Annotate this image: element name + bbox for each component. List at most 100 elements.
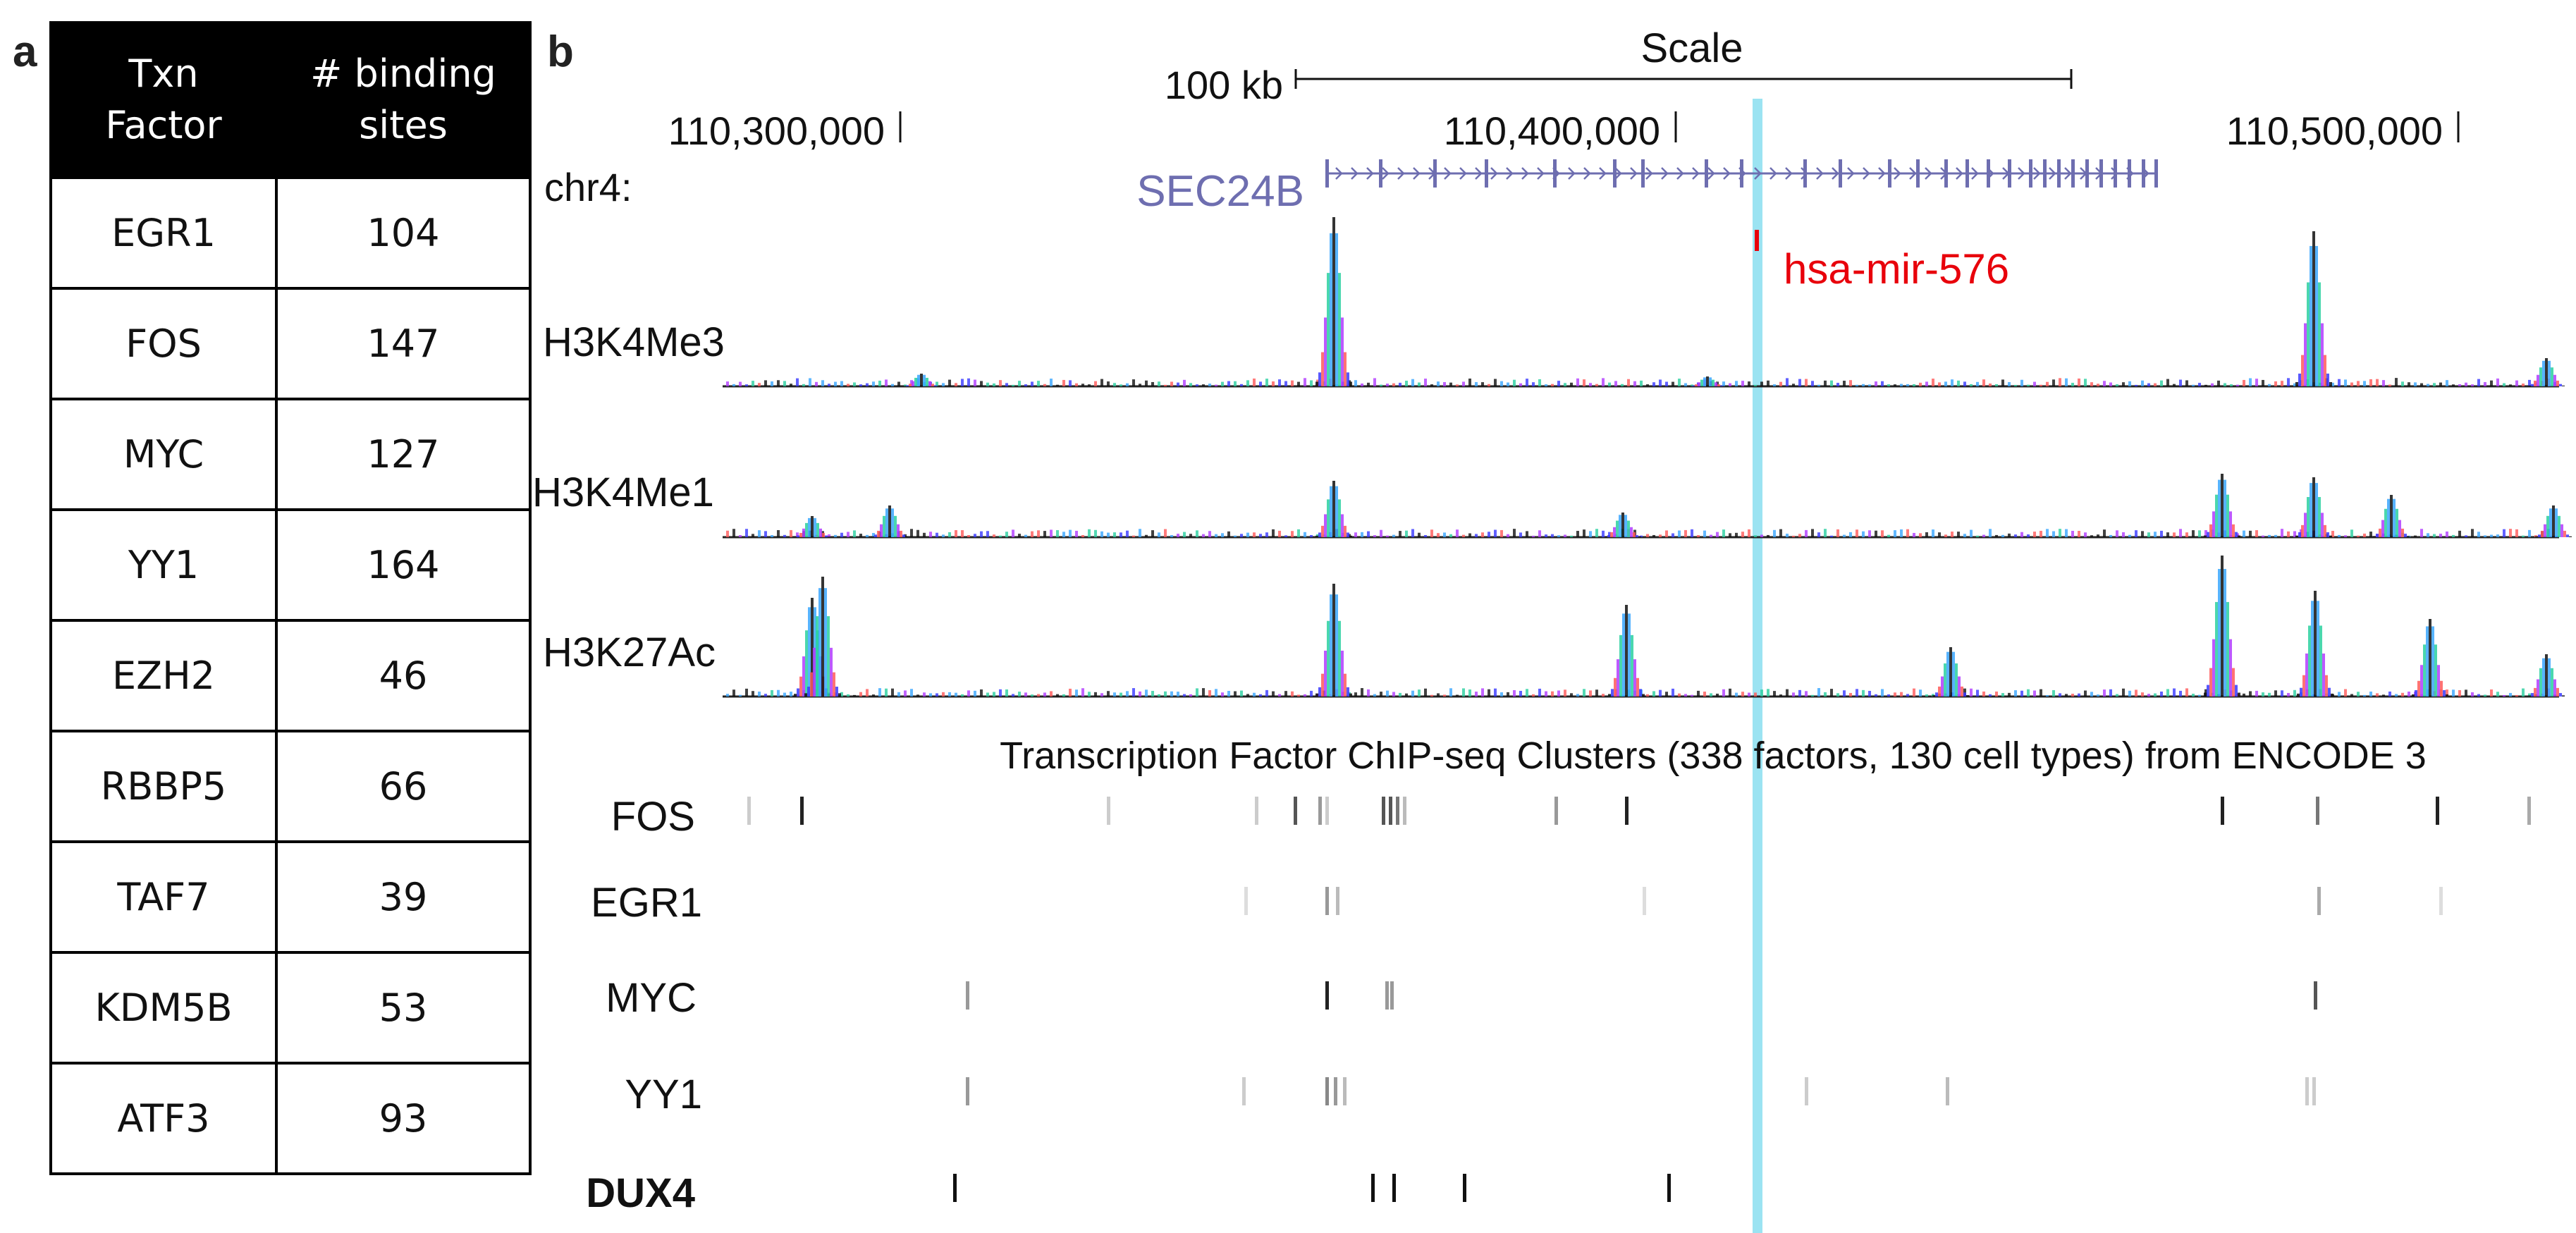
signal-noise xyxy=(1291,531,1294,537)
signal-noise xyxy=(2452,689,2455,697)
signal-noise xyxy=(1208,384,1211,386)
signal-noise xyxy=(1621,384,1624,386)
signal-noise xyxy=(2243,379,2245,386)
signal-peak xyxy=(1938,686,1941,697)
factor-cell: TAF7 xyxy=(49,840,278,954)
signal-noise xyxy=(1570,693,1573,697)
signal-peak xyxy=(2404,534,2407,537)
signal-noise xyxy=(2141,692,2144,697)
signal-noise xyxy=(1526,531,1528,537)
signal-peak xyxy=(2539,668,2542,697)
signal-noise xyxy=(2401,692,2404,697)
signal-noise xyxy=(1665,381,1668,386)
signal-noise xyxy=(1824,380,1827,386)
signal-noise xyxy=(1367,531,1370,537)
signal-peak xyxy=(2310,483,2312,537)
signal-noise xyxy=(1798,534,1801,537)
exon-mark xyxy=(1553,159,1557,188)
signal-noise xyxy=(1894,530,1896,537)
signal-noise xyxy=(1970,688,1973,697)
signal-noise xyxy=(1963,534,1966,537)
signal-noise xyxy=(790,529,792,537)
signal-noise xyxy=(2141,380,2144,386)
signal-noise xyxy=(2465,535,2467,537)
signal-noise xyxy=(2249,378,2252,386)
signal-peak xyxy=(2569,536,2572,537)
signal-peak xyxy=(2531,693,2534,697)
exon-mark xyxy=(1944,159,1948,188)
signal-peak xyxy=(2232,524,2235,537)
signal-noise xyxy=(1456,384,1459,386)
signal-noise xyxy=(1100,693,1103,697)
signal-noise xyxy=(1462,534,1465,537)
signal-peak xyxy=(1335,233,1338,386)
signal-peak xyxy=(794,536,797,537)
signal-noise xyxy=(1811,381,1814,386)
signal-noise xyxy=(1691,694,1693,697)
signal-noise xyxy=(2046,529,2049,537)
signal-noise xyxy=(2027,534,2030,537)
exon-mark xyxy=(2099,159,2103,188)
signal-noise xyxy=(2224,383,2226,386)
signal-noise xyxy=(1760,689,1763,697)
signal-peak xyxy=(2537,679,2539,697)
signal-noise xyxy=(1392,383,1395,386)
signal-noise xyxy=(1894,384,1896,386)
tf-cluster-mark xyxy=(1325,1077,1329,1105)
panel-b-letter: b xyxy=(547,27,574,76)
signal-noise xyxy=(2414,382,2417,386)
signal-noise xyxy=(2192,694,2195,697)
signal-peak xyxy=(1712,379,1715,386)
signal-peak xyxy=(1335,486,1338,537)
signal-noise xyxy=(2414,535,2417,537)
signal-noise xyxy=(1177,534,1179,537)
signal-noise xyxy=(1367,689,1370,697)
signal-noise xyxy=(1196,530,1198,537)
signal-noise xyxy=(1875,694,1877,697)
signal-peak xyxy=(2238,692,2240,697)
signal-peak xyxy=(1638,536,1641,537)
signal-peak xyxy=(2534,687,2537,697)
strand-arrow xyxy=(1878,167,1886,180)
signal-noise xyxy=(1037,381,1040,386)
strand-arrow xyxy=(2064,167,2072,180)
signal-noise xyxy=(1881,530,1884,537)
signal-peak xyxy=(1332,584,1335,697)
signal-peak xyxy=(1621,513,1624,537)
signal-peak xyxy=(2232,668,2235,697)
signal-noise xyxy=(2179,379,2182,386)
signal-noise xyxy=(1437,693,1440,697)
table-row: KDM5B 53 xyxy=(49,951,532,1065)
signal-peak xyxy=(811,598,814,697)
signal-noise xyxy=(2401,381,2404,386)
signal-noise xyxy=(2477,532,2480,537)
signal-noise xyxy=(2147,383,2150,386)
signal-noise xyxy=(1475,692,1478,697)
signal-peak xyxy=(2420,665,2423,697)
signal-noise xyxy=(1970,529,1973,537)
signal-peak xyxy=(810,672,813,697)
signal-noise xyxy=(1132,379,1135,386)
signal-noise xyxy=(929,532,932,537)
panel-a-letter: a xyxy=(13,27,37,76)
signal-noise xyxy=(783,381,786,386)
signal-noise xyxy=(1919,689,1922,697)
signal-noise xyxy=(1094,381,1097,386)
tf-cluster-mark xyxy=(1382,797,1385,825)
signal-noise xyxy=(2020,379,2023,386)
table-row: EGR1 104 xyxy=(49,176,532,290)
signal-noise xyxy=(1887,534,1890,537)
signal-noise xyxy=(1005,532,1008,537)
signal-peak xyxy=(1321,525,1324,537)
signal-noise xyxy=(2522,535,2525,537)
signal-noise xyxy=(1944,381,1947,386)
signal-noise xyxy=(1024,534,1027,537)
signal-noise xyxy=(1938,532,1941,537)
signal-noise xyxy=(2281,690,2283,697)
signal-noise xyxy=(1373,378,1376,386)
signal-peak xyxy=(835,687,838,697)
sites-cell: 164 xyxy=(275,508,532,622)
signal-noise xyxy=(1043,692,1046,697)
signal-peak xyxy=(2415,689,2417,697)
